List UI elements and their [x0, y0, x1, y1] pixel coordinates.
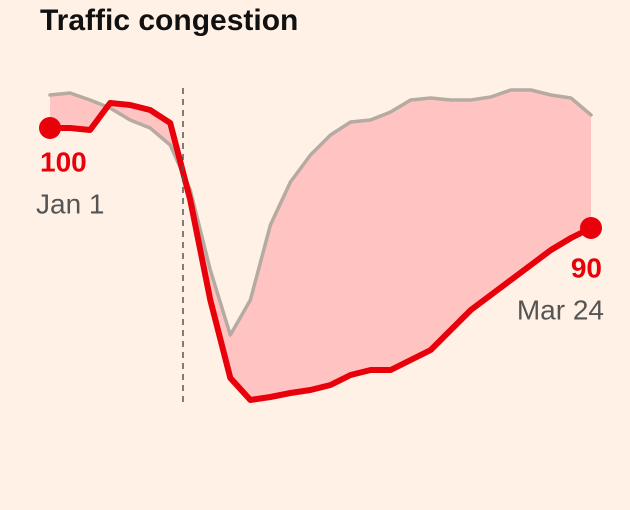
end-dot: [39, 117, 61, 139]
value-label: 90: [571, 252, 602, 283]
date-label: Mar 24: [517, 294, 604, 325]
comparison-line: [48, 88, 593, 337]
value-label: 100: [40, 146, 87, 177]
main-line: [47, 100, 594, 403]
chart-title: Traffic congestion: [40, 4, 298, 37]
end-dot: [580, 217, 602, 239]
plot: [39, 88, 602, 403]
date-label: Jan 1: [36, 188, 105, 219]
